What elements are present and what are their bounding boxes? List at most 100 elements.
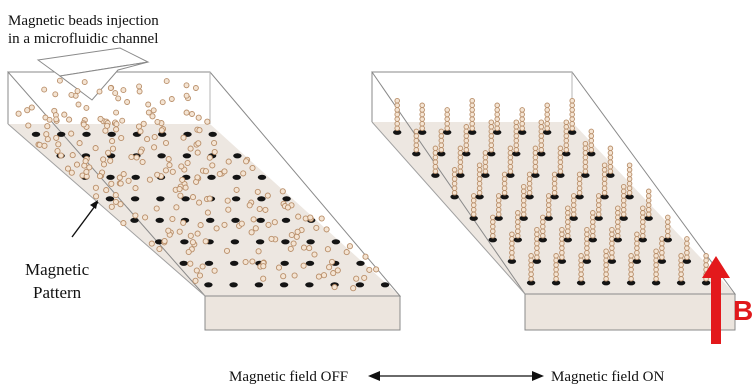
bead xyxy=(469,97,475,104)
bead xyxy=(634,231,640,238)
pattern-spot xyxy=(532,258,542,264)
bead-chain xyxy=(562,119,571,157)
bead xyxy=(578,257,584,264)
bead xyxy=(476,167,483,173)
bead xyxy=(490,233,496,239)
bead xyxy=(185,248,192,256)
bead xyxy=(109,145,117,152)
bead xyxy=(703,262,709,268)
bead xyxy=(469,107,475,113)
pattern-spot xyxy=(229,282,238,288)
bead xyxy=(584,254,590,261)
bead xyxy=(590,223,596,230)
bead xyxy=(262,206,269,213)
bead xyxy=(136,88,143,95)
bead xyxy=(394,107,400,113)
bead-chain xyxy=(676,253,686,286)
pattern-spot xyxy=(575,194,584,200)
pattern-spot xyxy=(231,217,240,223)
bead xyxy=(451,180,458,187)
bead xyxy=(451,185,458,191)
bead xyxy=(153,205,160,212)
pattern-spot xyxy=(393,129,402,135)
bead xyxy=(113,121,120,128)
pattern-spot xyxy=(254,282,264,288)
pattern-spot xyxy=(356,260,365,266)
bead xyxy=(569,97,575,104)
bead-chain xyxy=(568,97,577,135)
bead xyxy=(559,249,565,256)
pattern-spot xyxy=(105,196,115,202)
bead xyxy=(526,180,533,187)
bead xyxy=(540,223,546,230)
bead xyxy=(476,171,483,178)
bead xyxy=(83,104,90,111)
bead xyxy=(659,254,665,261)
bead xyxy=(532,159,539,165)
bead xyxy=(469,125,475,132)
pattern-spot xyxy=(651,280,661,286)
bead xyxy=(615,219,621,225)
bead xyxy=(80,121,87,128)
bead xyxy=(544,102,550,109)
bead xyxy=(255,248,262,255)
pattern-spot xyxy=(581,172,590,178)
bead xyxy=(494,111,500,118)
bead xyxy=(565,205,571,211)
bead xyxy=(603,276,609,282)
bead xyxy=(211,267,218,274)
bead xyxy=(211,139,218,147)
bead xyxy=(82,158,89,165)
left-channel-edge xyxy=(7,123,206,297)
pattern-spot xyxy=(207,174,216,180)
bead xyxy=(240,170,247,177)
pattern-spot xyxy=(204,260,214,266)
bead xyxy=(280,273,287,280)
bead-chain xyxy=(626,253,636,286)
pattern-spot xyxy=(626,280,636,286)
bead xyxy=(569,125,575,132)
pattern-spot xyxy=(518,129,527,135)
bead xyxy=(249,164,256,172)
bead-chain xyxy=(431,145,440,178)
pattern-spot xyxy=(380,282,390,288)
bead xyxy=(645,206,652,213)
bead xyxy=(595,211,602,218)
bead-chain xyxy=(469,193,478,221)
bead xyxy=(645,188,652,195)
bead xyxy=(25,122,32,129)
bead xyxy=(603,262,609,268)
bead xyxy=(52,91,59,98)
bead xyxy=(507,168,514,175)
pattern-spot xyxy=(450,194,459,200)
bead xyxy=(482,168,489,175)
pattern-spot xyxy=(82,131,91,137)
bead xyxy=(488,124,495,130)
bead xyxy=(179,176,186,183)
bead xyxy=(463,137,470,144)
injection-inlet-mouth xyxy=(58,61,149,101)
bead xyxy=(343,249,350,256)
bead xyxy=(603,271,609,277)
bead xyxy=(451,190,458,196)
pattern-spot xyxy=(255,239,265,245)
bead xyxy=(570,197,577,204)
bead xyxy=(534,236,540,242)
bead xyxy=(515,219,521,225)
bead xyxy=(41,86,48,93)
bead xyxy=(275,264,283,271)
bead xyxy=(145,101,152,108)
bead xyxy=(256,205,263,213)
pattern-spot xyxy=(280,260,289,266)
bead xyxy=(64,165,72,172)
bead xyxy=(626,190,633,196)
bead xyxy=(202,168,209,175)
bead xyxy=(569,102,575,109)
bead xyxy=(120,220,127,227)
bead xyxy=(590,214,596,221)
bead xyxy=(192,85,199,91)
bead xyxy=(532,163,539,170)
bead xyxy=(419,107,425,113)
bead xyxy=(545,193,552,199)
bead xyxy=(145,109,152,116)
